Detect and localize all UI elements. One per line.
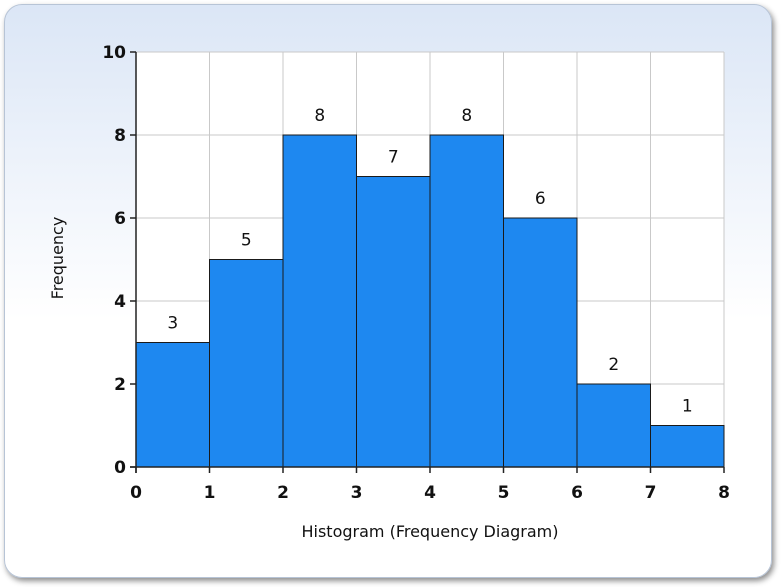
data-label-1-2: 5	[241, 231, 252, 251]
x-tick-label: 2	[277, 483, 289, 503]
bar-3-4	[356, 176, 431, 468]
x-tick-label: 3	[351, 483, 363, 503]
x-tick-label: 7	[645, 483, 657, 503]
y-tick-label: 6	[114, 209, 126, 229]
bar-4-5	[429, 134, 504, 468]
x-tick-labels: 0 1 2 3 4 5 6 7 8	[130, 483, 730, 503]
data-label-6-7: 2	[608, 355, 619, 375]
y-tick-label: 8	[114, 126, 126, 146]
bar-7-8	[650, 425, 725, 468]
x-tick-label: 6	[571, 483, 583, 503]
bar-0-1	[135, 342, 210, 468]
x-tick-label: 5	[498, 483, 510, 503]
x-tick-label: 8	[718, 483, 730, 503]
bar-2-3	[282, 134, 357, 468]
data-label-0-1: 3	[167, 314, 178, 334]
bar-6-7	[576, 383, 651, 468]
bars	[135, 134, 725, 468]
data-label-4-5: 8	[461, 106, 472, 126]
x-axis-title: Histogram (Frequency Diagram)	[301, 522, 558, 541]
data-label-3-4: 7	[388, 148, 399, 168]
y-axis-title: Frequency	[48, 217, 67, 300]
data-label-5-6: 6	[535, 189, 546, 209]
bar-5-6	[503, 217, 578, 468]
data-label-2-3: 8	[314, 106, 325, 126]
x-tick-label: 4	[424, 483, 436, 503]
y-tick-label: 2	[114, 375, 126, 395]
y-tick-label: 4	[114, 292, 126, 312]
y-tick-labels: 0 2 4 6 8 10	[102, 43, 126, 478]
y-tick-label: 0	[114, 458, 126, 478]
y-tick-label: 10	[102, 43, 126, 63]
x-tick-label: 0	[130, 483, 142, 503]
data-label-7-8: 1	[682, 397, 693, 417]
bar-1-2	[209, 259, 284, 468]
axes	[130, 51, 725, 473]
x-tick-label: 1	[204, 483, 216, 503]
data-labels: 3 5 8 7 8 6 2 1	[167, 106, 692, 417]
